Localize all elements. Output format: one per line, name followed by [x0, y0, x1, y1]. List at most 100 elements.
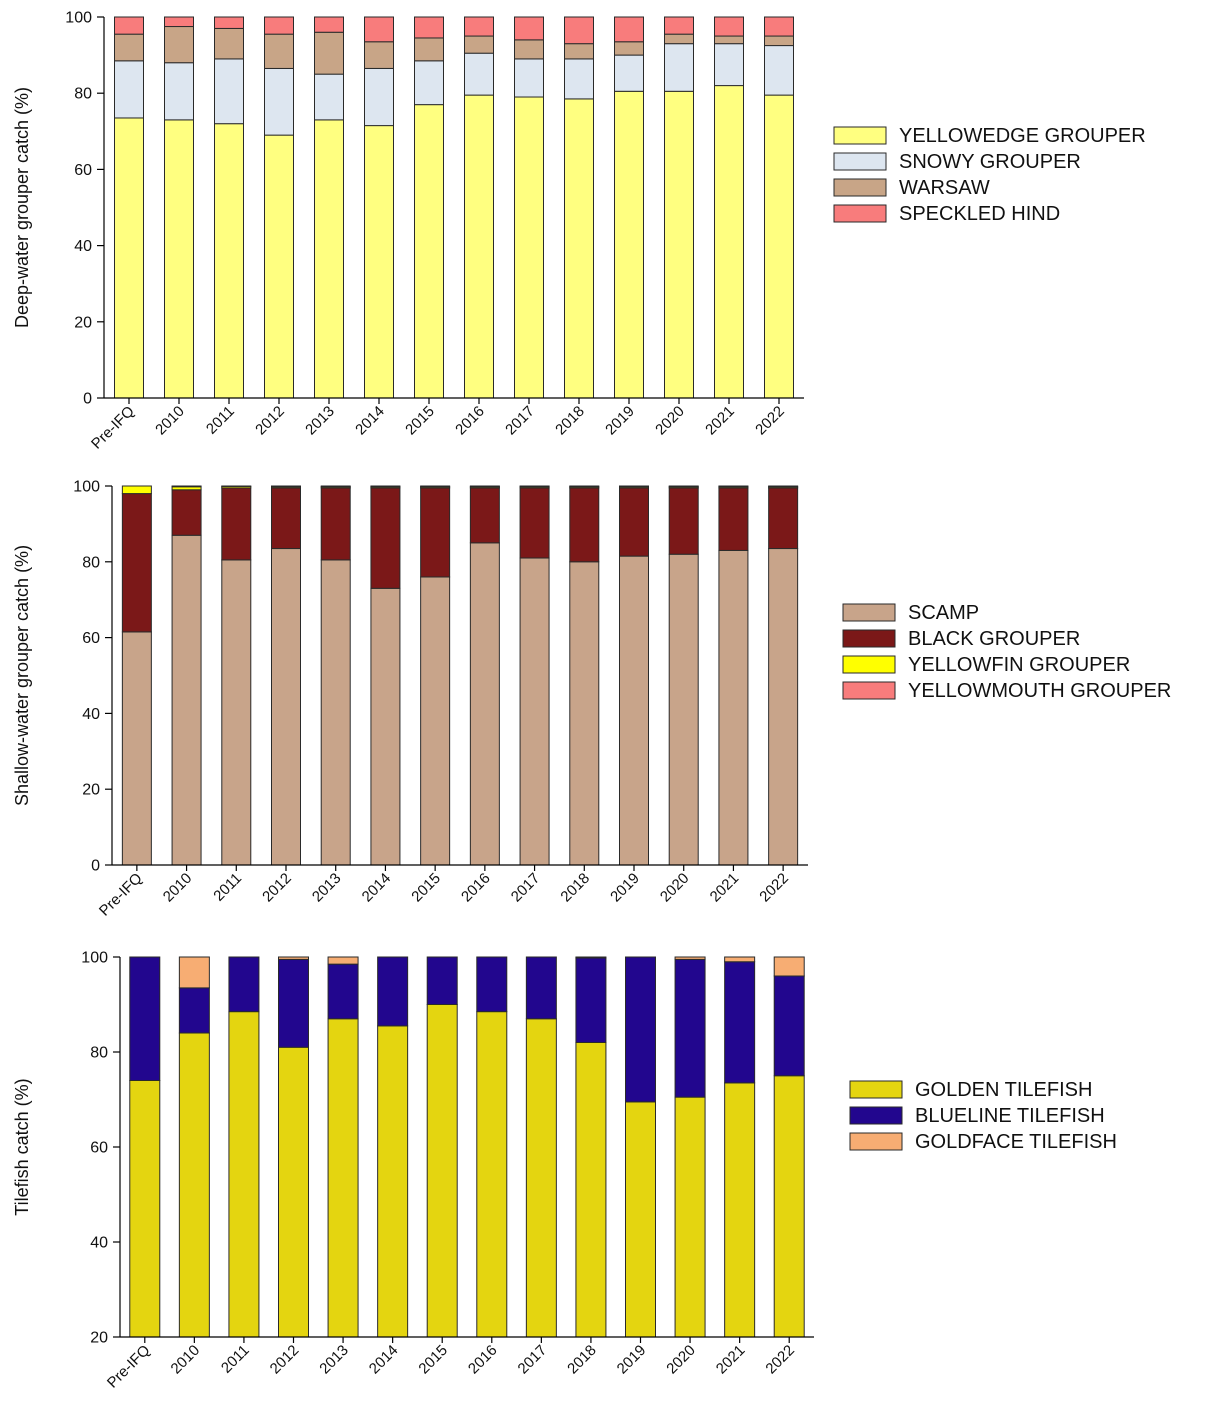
legend-swatch	[833, 152, 887, 171]
legend-label: BLACK GROUPER	[908, 628, 1080, 650]
bar-segment	[426, 1004, 458, 1338]
bar-segment	[114, 33, 144, 62]
bar-segment	[214, 27, 244, 60]
bar-segment	[228, 1011, 260, 1338]
y-tick-label: 100	[65, 10, 92, 27]
legend-swatch	[842, 655, 896, 674]
y-tick-label: 20	[74, 314, 92, 331]
legend-swatch	[833, 178, 887, 197]
bar-segment	[464, 16, 494, 37]
bar-segment	[514, 58, 544, 98]
bar-segment	[564, 58, 594, 100]
y-tick-label: 60	[82, 630, 100, 647]
bar-segment	[674, 1096, 706, 1338]
x-tick-label: 2021	[713, 1342, 749, 1378]
bar-segment	[668, 487, 699, 555]
bar-segment	[164, 16, 194, 28]
bar-segment	[714, 16, 744, 37]
bar-segment	[171, 489, 202, 536]
legend-chart-3: GOLDEN TILEFISH BLUELINE TILEFISH GOLDFACE…	[849, 1079, 1117, 1153]
legend-label: GOLDFACE TILEFISH	[915, 1131, 1117, 1153]
x-tick-label: 2016	[458, 870, 494, 906]
x-tick-label: 2018	[557, 870, 593, 906]
bar-segment	[214, 16, 244, 29]
bar-segment	[469, 485, 500, 488]
bar-segment	[171, 534, 202, 866]
bar-segment	[377, 1025, 409, 1338]
legend-swatch	[833, 126, 887, 145]
x-tick-label: 2016	[452, 403, 488, 439]
bar-segment	[414, 60, 444, 106]
bar-segment	[525, 1018, 557, 1338]
x-tick-label: 2021	[702, 403, 738, 439]
bar-segment	[364, 67, 394, 127]
bar-segment	[271, 485, 301, 488]
y-tick-label: 0	[91, 858, 100, 875]
y-tick-label: 0	[83, 391, 92, 408]
bars-chart-1	[114, 16, 794, 399]
bar-segment	[314, 119, 344, 399]
bar-segment	[714, 35, 744, 45]
bar-segment	[714, 85, 744, 399]
legend-chart-1: YELLOWEDGE GROUPER SNOWY GROUPER WARSAW SPE…	[833, 125, 1146, 225]
x-tick-label: 2017	[508, 870, 544, 906]
bar-segment	[764, 35, 794, 47]
bar-segment	[264, 67, 294, 136]
bar-segment	[619, 485, 649, 488]
legend-label: BLUELINE TILEFISH	[915, 1105, 1105, 1127]
x-tick-label: 2018	[564, 1342, 600, 1378]
bar-segment	[178, 1032, 210, 1338]
bar-segment	[114, 16, 144, 35]
bar-segment	[718, 549, 749, 866]
bar-segment	[614, 90, 644, 399]
y-tick-label: 40	[74, 238, 92, 255]
bar-segment	[370, 587, 401, 866]
bars-chart-3	[129, 956, 805, 1338]
legend-label: SPECKLED HIND	[899, 203, 1060, 225]
bar-segment	[519, 485, 550, 488]
bar-segment	[320, 559, 351, 866]
bar-segment	[314, 73, 344, 121]
bar-segment	[569, 487, 600, 563]
bar-segment	[614, 41, 644, 56]
x-tick-label: 2016	[465, 1342, 501, 1378]
x-tick-label: Pre-IFQ	[104, 1342, 154, 1392]
bar-segment	[426, 956, 458, 1005]
x-tick-label: Pre-IFQ	[88, 403, 138, 453]
bar-segment	[614, 16, 644, 43]
bar-segment	[569, 561, 600, 866]
bar-segment	[464, 52, 494, 96]
y-tick-label: 60	[90, 1140, 108, 1157]
bar-segment	[164, 62, 194, 121]
bar-segment	[773, 956, 805, 977]
x-tick-label: 2022	[756, 870, 792, 906]
legend-label: WARSAW	[899, 177, 990, 199]
bar-segment	[664, 90, 694, 399]
x-tick-label: 2012	[252, 403, 288, 439]
x-tick-label: 2014	[366, 1342, 402, 1378]
bar-segment	[414, 104, 444, 399]
x-tick-label: 2015	[402, 403, 438, 439]
legend-label: SNOWY GROUPER	[899, 151, 1081, 173]
bar-segment	[114, 60, 144, 119]
y-tick-label: 80	[74, 86, 92, 103]
bar-segment	[221, 487, 252, 561]
bar-segment	[674, 956, 706, 960]
bar-segment	[664, 16, 694, 35]
bar-segment	[575, 957, 607, 1044]
x-tick-label: 2010	[160, 870, 196, 906]
chart-3: 20 40 60 80 100 Pre-IFQ 2010 2011 2012 2013 2014 20…	[12, 950, 1117, 1392]
bar-segment	[178, 987, 210, 1034]
x-tick-label: 2012	[267, 1342, 303, 1378]
bar-segment	[564, 43, 594, 60]
y-tick-label: 40	[82, 706, 100, 723]
bar-segment	[214, 123, 244, 399]
x-tick-label: 2013	[309, 870, 345, 906]
x-tick-label: 2017	[502, 403, 538, 439]
bar-segment	[420, 576, 451, 866]
bar-segment	[773, 1075, 805, 1338]
bar-segment	[724, 1082, 756, 1338]
bar-segment	[519, 557, 550, 866]
bar-segment	[625, 956, 656, 1103]
